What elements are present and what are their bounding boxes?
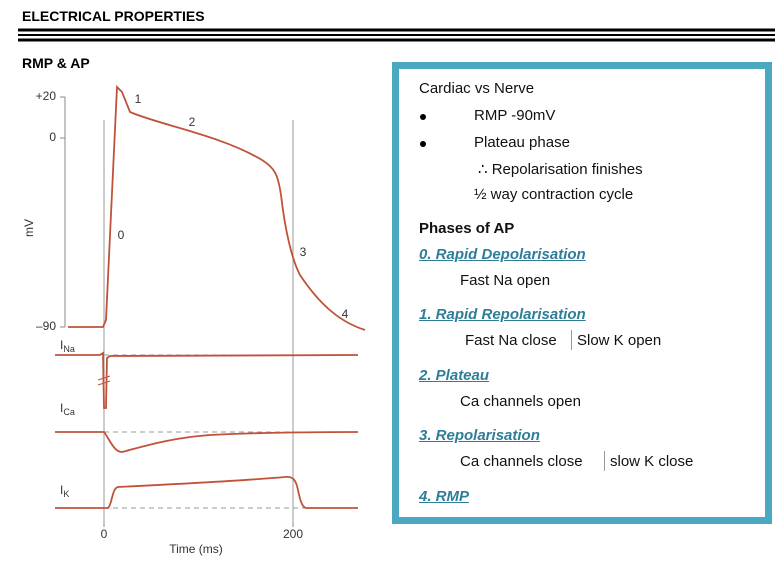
y-tick-label: +20 [36,89,57,103]
phase-heading: 4. RMP [419,488,470,505]
current-symbol: I [60,483,63,497]
bullet-dot [420,141,426,147]
sub-line: ½ way contraction cycle [474,186,634,203]
x-tick-label: 0 [101,527,108,541]
phase-label: 3 [300,245,307,259]
separator [604,451,605,471]
bullet-dot [420,114,426,120]
x-tick-label: 200 [283,527,303,541]
phases-title: Phases of AP [419,220,515,237]
notes-box: Cardiac vs Nerve RMP -90mV Plateau phase ∴ … [392,62,772,524]
phase-heading: 2. Plateau [419,367,490,384]
phase-label: 4 [342,307,349,321]
current-symbol: I [60,338,63,352]
bullet-text: Plateau phase [474,134,570,151]
y-tick-label: –90 [36,319,56,333]
phase-heading: 3. Repolarisation [419,427,540,444]
phase-detail: slow K close [610,453,694,470]
x-axis-label: Time (ms) [169,542,223,556]
phase-detail: Fast Na open [460,272,551,289]
phase-heading: 0. Rapid Depolarisation [419,246,586,263]
phase-detail: Ca channels close [460,453,583,470]
page-title: ELECTRICAL PROPERTIES [22,8,205,24]
header-rules [18,28,775,42]
current-label: IK [60,483,69,499]
current-symbol: I [60,401,63,415]
current-label: INa [60,338,75,354]
section-title: RMP & AP [22,55,90,71]
current-label: ICa [60,401,75,417]
phase-label: 1 [135,92,142,106]
phase-detail: Slow K open [577,332,662,349]
phase-label: 2 [189,115,196,129]
current-subscript: Na [63,344,75,354]
sub-line: ∴ Repolarisation finishes [478,161,643,178]
phase-detail: Ca channels open [460,393,581,410]
phase-heading: 1. Rapid Repolarisation [419,306,586,323]
notes-heading: Cardiac vs Nerve [419,80,535,97]
y-axis-label: mV [22,219,36,237]
phase-detail: Fast Na close [465,332,557,349]
phase-label: 0 [118,228,125,242]
y-tick-label: 0 [49,130,56,144]
separator [571,330,572,350]
current-subscript: Ca [63,407,75,417]
bullet-text: RMP -90mV [474,107,556,124]
current-subscript: K [63,489,69,499]
